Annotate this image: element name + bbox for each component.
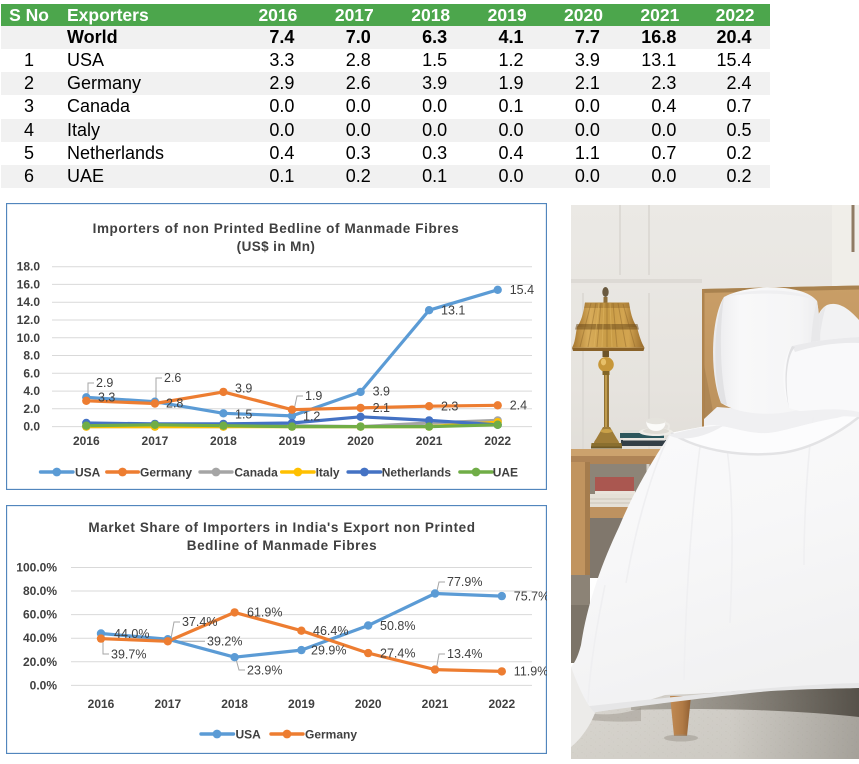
svg-text:3.9: 3.9 [373, 385, 390, 399]
svg-text:40.0%: 40.0% [23, 631, 57, 645]
svg-text:39.2%: 39.2% [207, 635, 242, 649]
svg-text:Importers of non Printed Bedli: Importers of non Printed Bedline of Manm… [93, 221, 460, 236]
svg-text:2020: 2020 [347, 434, 374, 448]
svg-text:8.0: 8.0 [23, 349, 40, 363]
svg-text:Market Share of Importers in I: Market Share of Importers in India's Exp… [88, 520, 475, 535]
svg-text:2022: 2022 [488, 697, 515, 711]
svg-text:2016: 2016 [88, 697, 115, 711]
svg-text:2021: 2021 [416, 434, 443, 448]
svg-text:100.0%: 100.0% [16, 561, 57, 575]
svg-text:12.0: 12.0 [17, 313, 41, 327]
svg-text:60.0%: 60.0% [23, 608, 57, 622]
svg-text:2021: 2021 [422, 697, 449, 711]
svg-text:37.4%: 37.4% [182, 615, 217, 629]
svg-text:13.4%: 13.4% [447, 647, 482, 661]
svg-text:2.4: 2.4 [510, 399, 527, 413]
svg-text:39.7%: 39.7% [111, 648, 146, 662]
svg-text:6.0: 6.0 [23, 366, 40, 380]
svg-text:2018: 2018 [221, 697, 248, 711]
svg-text:10.0: 10.0 [17, 331, 41, 345]
svg-text:2.9: 2.9 [96, 376, 113, 390]
svg-text:Netherlands: Netherlands [382, 466, 452, 480]
svg-text:3.9: 3.9 [235, 382, 252, 396]
svg-text:2.1: 2.1 [373, 401, 390, 415]
svg-text:18.0: 18.0 [17, 260, 41, 274]
svg-text:2017: 2017 [142, 434, 169, 448]
svg-text:11.9%: 11.9% [514, 665, 547, 679]
svg-text:1.5: 1.5 [235, 408, 252, 422]
svg-text:1.2: 1.2 [303, 410, 320, 424]
svg-text:Italy: Italy [316, 466, 340, 480]
svg-text:2017: 2017 [154, 697, 181, 711]
svg-text:27.4%: 27.4% [380, 647, 415, 661]
svg-text:44.0%: 44.0% [114, 627, 149, 641]
svg-text:16.0: 16.0 [17, 277, 41, 291]
svg-text:0.0: 0.0 [23, 420, 40, 434]
svg-text:14.0: 14.0 [17, 295, 41, 309]
svg-text:61.9%: 61.9% [247, 606, 282, 620]
svg-text:4.0: 4.0 [23, 384, 40, 398]
svg-text:13.1: 13.1 [441, 304, 465, 318]
svg-text:Bedline of Manmade Fibres: Bedline of Manmade Fibres [187, 538, 378, 553]
svg-text:15.4: 15.4 [510, 283, 534, 297]
svg-text:2018: 2018 [210, 434, 237, 448]
svg-text:(US$ in Mn): (US$ in Mn) [237, 239, 316, 254]
svg-text:2019: 2019 [288, 697, 315, 711]
svg-text:Canada: Canada [234, 466, 278, 480]
svg-text:USA: USA [236, 728, 262, 742]
svg-text:0.0%: 0.0% [30, 678, 58, 692]
svg-text:2016: 2016 [73, 434, 100, 448]
svg-text:2.3: 2.3 [441, 400, 458, 414]
svg-text:3.3: 3.3 [98, 391, 115, 405]
svg-text:1.9: 1.9 [305, 389, 322, 403]
svg-text:2.8: 2.8 [166, 397, 183, 411]
svg-text:23.9%: 23.9% [247, 664, 282, 678]
svg-text:75.7%: 75.7% [514, 590, 547, 604]
svg-text:2.0: 2.0 [23, 402, 40, 416]
svg-text:2020: 2020 [355, 697, 382, 711]
svg-text:50.8%: 50.8% [380, 619, 415, 633]
svg-text:Germany: Germany [140, 466, 192, 480]
svg-text:29.9%: 29.9% [311, 644, 346, 658]
svg-text:80.0%: 80.0% [23, 584, 57, 598]
svg-text:Germany: Germany [305, 728, 357, 742]
svg-text:77.9%: 77.9% [447, 575, 482, 589]
svg-text:20.0%: 20.0% [23, 655, 57, 669]
svg-text:2019: 2019 [279, 434, 306, 448]
svg-text:2.6: 2.6 [164, 371, 181, 385]
svg-text:2022: 2022 [484, 434, 511, 448]
svg-text:46.4%: 46.4% [313, 624, 348, 638]
svg-text:UAE: UAE [493, 466, 518, 480]
svg-text:USA: USA [75, 466, 101, 480]
